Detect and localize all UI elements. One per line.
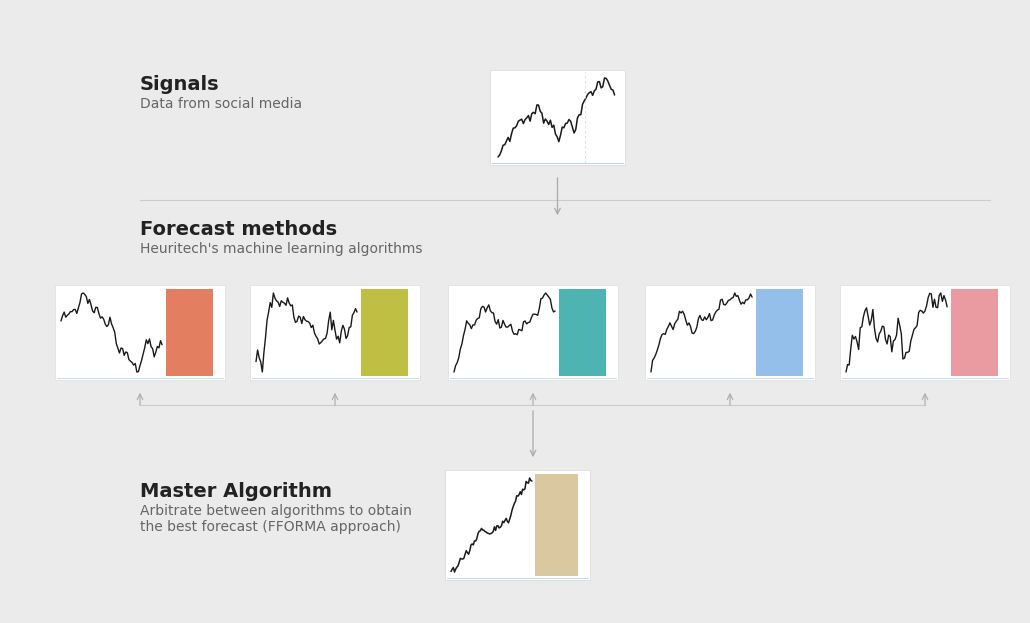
Bar <box>490 70 625 165</box>
Bar <box>445 470 590 580</box>
Text: Heuritech's machine learning algorithms: Heuritech's machine learning algorithms <box>140 242 422 256</box>
Text: Forecast methods: Forecast methods <box>140 220 337 239</box>
Bar <box>360 289 408 376</box>
Bar <box>755 289 803 376</box>
Bar <box>645 285 815 380</box>
Bar <box>558 289 606 376</box>
Text: Signals: Signals <box>140 75 219 94</box>
Text: Arbitrate between algorithms to obtain: Arbitrate between algorithms to obtain <box>140 504 412 518</box>
Bar <box>951 289 998 376</box>
Bar <box>55 285 225 380</box>
Bar <box>448 285 618 380</box>
Text: the best forecast (FFORMA approach): the best forecast (FFORMA approach) <box>140 520 401 534</box>
Bar <box>166 289 213 376</box>
Text: Master Algorithm: Master Algorithm <box>140 482 332 501</box>
Bar <box>535 474 579 576</box>
Bar <box>250 285 420 380</box>
Text: Data from social media: Data from social media <box>140 97 302 111</box>
Bar <box>840 285 1010 380</box>
